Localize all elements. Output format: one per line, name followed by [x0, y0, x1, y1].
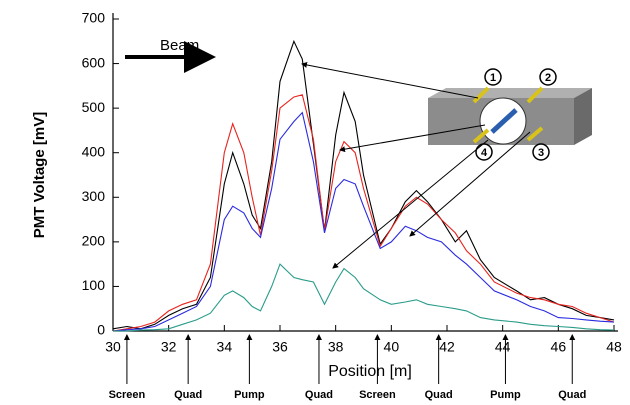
- x-tick-label: 46: [551, 339, 567, 355]
- x-tick-label: 48: [606, 339, 622, 355]
- component-label: Screen: [109, 389, 146, 401]
- x-tick-label: 38: [328, 339, 344, 355]
- inset-label: 4: [481, 147, 488, 159]
- y-tick-label: 100: [82, 277, 106, 293]
- y-tick-label: 0: [97, 322, 105, 338]
- y-axis-label: PMT Voltage [mV]: [31, 112, 48, 238]
- series-line: [113, 264, 614, 331]
- y-tick-label: 600: [82, 54, 106, 70]
- component-label: Pump: [234, 389, 265, 401]
- x-tick-label: 44: [495, 339, 511, 355]
- box-side: [574, 88, 592, 145]
- callout-arrow: [410, 132, 530, 236]
- x-tick-label: 30: [105, 339, 121, 355]
- x-axis-label: Position [m]: [328, 363, 412, 380]
- y-tick-label: 400: [82, 143, 106, 159]
- inset-label: 1: [490, 72, 496, 84]
- component-label: Quad: [425, 389, 453, 401]
- inset-label: 3: [538, 147, 544, 159]
- component-label: Pump: [490, 389, 521, 401]
- x-tick-label: 42: [439, 339, 455, 355]
- y-tick-label: 300: [82, 188, 106, 204]
- y-tick-label: 500: [82, 99, 106, 115]
- chart: 0100200300400500600700303234363840424446…: [0, 0, 630, 405]
- component-label: Screen: [359, 389, 396, 401]
- beam-label: Beam: [160, 37, 199, 54]
- x-tick-label: 32: [161, 339, 177, 355]
- y-tick-label: 700: [82, 10, 106, 26]
- component-label: Quad: [174, 389, 202, 401]
- inset-label: 2: [545, 72, 551, 84]
- callout-arrow: [302, 64, 478, 98]
- component-label: Quad: [305, 389, 333, 401]
- y-tick-label: 200: [82, 233, 106, 249]
- x-tick-label: 36: [272, 339, 288, 355]
- x-tick-label: 34: [217, 339, 233, 355]
- component-label: Quad: [558, 389, 586, 401]
- series-line: [113, 41, 614, 329]
- inset: 1 2 3 4: [428, 69, 592, 160]
- x-tick-label: 40: [384, 339, 400, 355]
